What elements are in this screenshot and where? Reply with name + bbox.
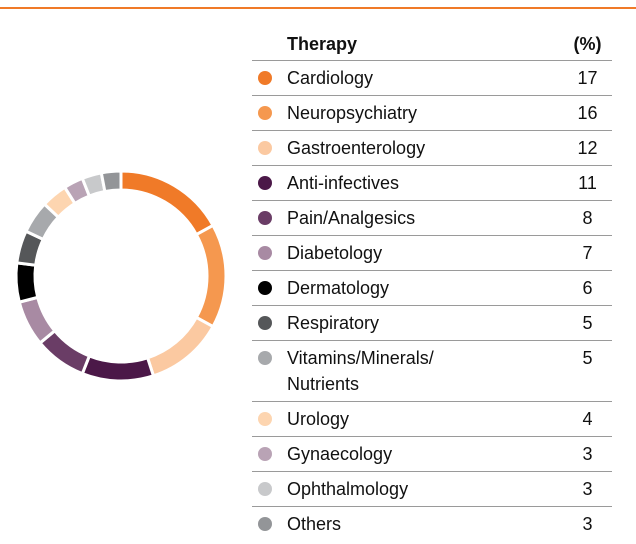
legend-value: 5 bbox=[582, 313, 593, 333]
legend-row: Anti-infectives 11 bbox=[252, 166, 612, 201]
legend-dot bbox=[258, 482, 272, 496]
legend-row: Ophthalmology 3 bbox=[252, 472, 612, 507]
legend-label: Anti-infectives bbox=[287, 173, 400, 193]
legend-label: Neuropsychiatry bbox=[287, 103, 418, 123]
legend-row: Urology 4 bbox=[252, 402, 612, 437]
legend-value: 5 bbox=[582, 348, 593, 368]
wedge bbox=[14, 261, 40, 304]
legend-label: Urology bbox=[287, 409, 350, 429]
legend-value: 4 bbox=[582, 409, 593, 429]
legend-value: 6 bbox=[582, 278, 593, 298]
wedge bbox=[119, 169, 216, 237]
legend-row: Dermatology 6 bbox=[252, 271, 612, 306]
legend-label: Respiratory bbox=[287, 313, 380, 333]
legend-row: Respiratory 5 bbox=[252, 306, 612, 341]
legend-row: Vitamins/Minerals/ Nutrients 5 bbox=[252, 341, 612, 402]
legend-value: 16 bbox=[577, 103, 598, 123]
legend-label: Cardiology bbox=[287, 68, 374, 88]
wedge bbox=[145, 315, 216, 378]
legend-dot bbox=[258, 71, 272, 85]
legend-dot bbox=[258, 447, 272, 461]
legend-dot bbox=[258, 246, 272, 260]
column-header: Therapy bbox=[287, 34, 358, 54]
legend-label: Dermatology bbox=[287, 278, 390, 298]
legend-dot bbox=[258, 517, 272, 531]
legend-dot bbox=[258, 141, 272, 155]
legend-value: 8 bbox=[582, 208, 593, 228]
legend-label: Others bbox=[287, 514, 342, 534]
legend-label: Gynaecology bbox=[287, 444, 393, 464]
legend-row: Diabetology 7 bbox=[252, 236, 612, 271]
legend-table: Therapy (%) Cardiology 17 Neuropsychiatry 1… bbox=[252, 28, 612, 541]
legend-value: 3 bbox=[582, 514, 593, 534]
legend-value: 11 bbox=[578, 173, 597, 193]
wedge bbox=[17, 295, 57, 346]
legend-dot bbox=[258, 176, 272, 190]
wedge bbox=[194, 223, 228, 329]
legend-value: 17 bbox=[577, 68, 598, 88]
legend-value: 3 bbox=[582, 444, 593, 464]
legend-dot bbox=[258, 106, 272, 120]
legend-value: 3 bbox=[582, 479, 593, 499]
legend-dot bbox=[258, 281, 272, 295]
top-rule bbox=[0, 7, 636, 9]
legend-row: Cardiology 17 bbox=[252, 61, 612, 96]
legend-row: Gynaecology 3 bbox=[252, 437, 612, 472]
legend-row: Others 3 bbox=[252, 507, 612, 541]
legend-dot bbox=[258, 211, 272, 225]
wedge bbox=[99, 169, 123, 194]
legend-row: Pain/Analgesics 8 bbox=[252, 201, 612, 236]
legend-dot bbox=[258, 412, 272, 426]
legend-label: Ophthalmology bbox=[287, 479, 409, 499]
legend-label: Vitamins/Minerals/ Nutrients bbox=[287, 348, 434, 394]
legend-value: 12 bbox=[577, 138, 598, 158]
legend-row: Gastroenterology 12 bbox=[252, 131, 612, 166]
legend-label: Diabetology bbox=[287, 243, 383, 263]
legend-value: 7 bbox=[582, 243, 593, 263]
header-row: Therapy (%) bbox=[252, 28, 612, 61]
legend-row: Neuropsychiatry 16 bbox=[252, 96, 612, 131]
legend-label: Gastroenterology bbox=[287, 138, 426, 158]
legend-dot bbox=[258, 316, 272, 330]
legend-dot bbox=[258, 351, 272, 365]
legend-label: Pain/Analgesics bbox=[287, 208, 416, 228]
wedge bbox=[80, 354, 156, 383]
column-header: (%) bbox=[573, 34, 602, 54]
